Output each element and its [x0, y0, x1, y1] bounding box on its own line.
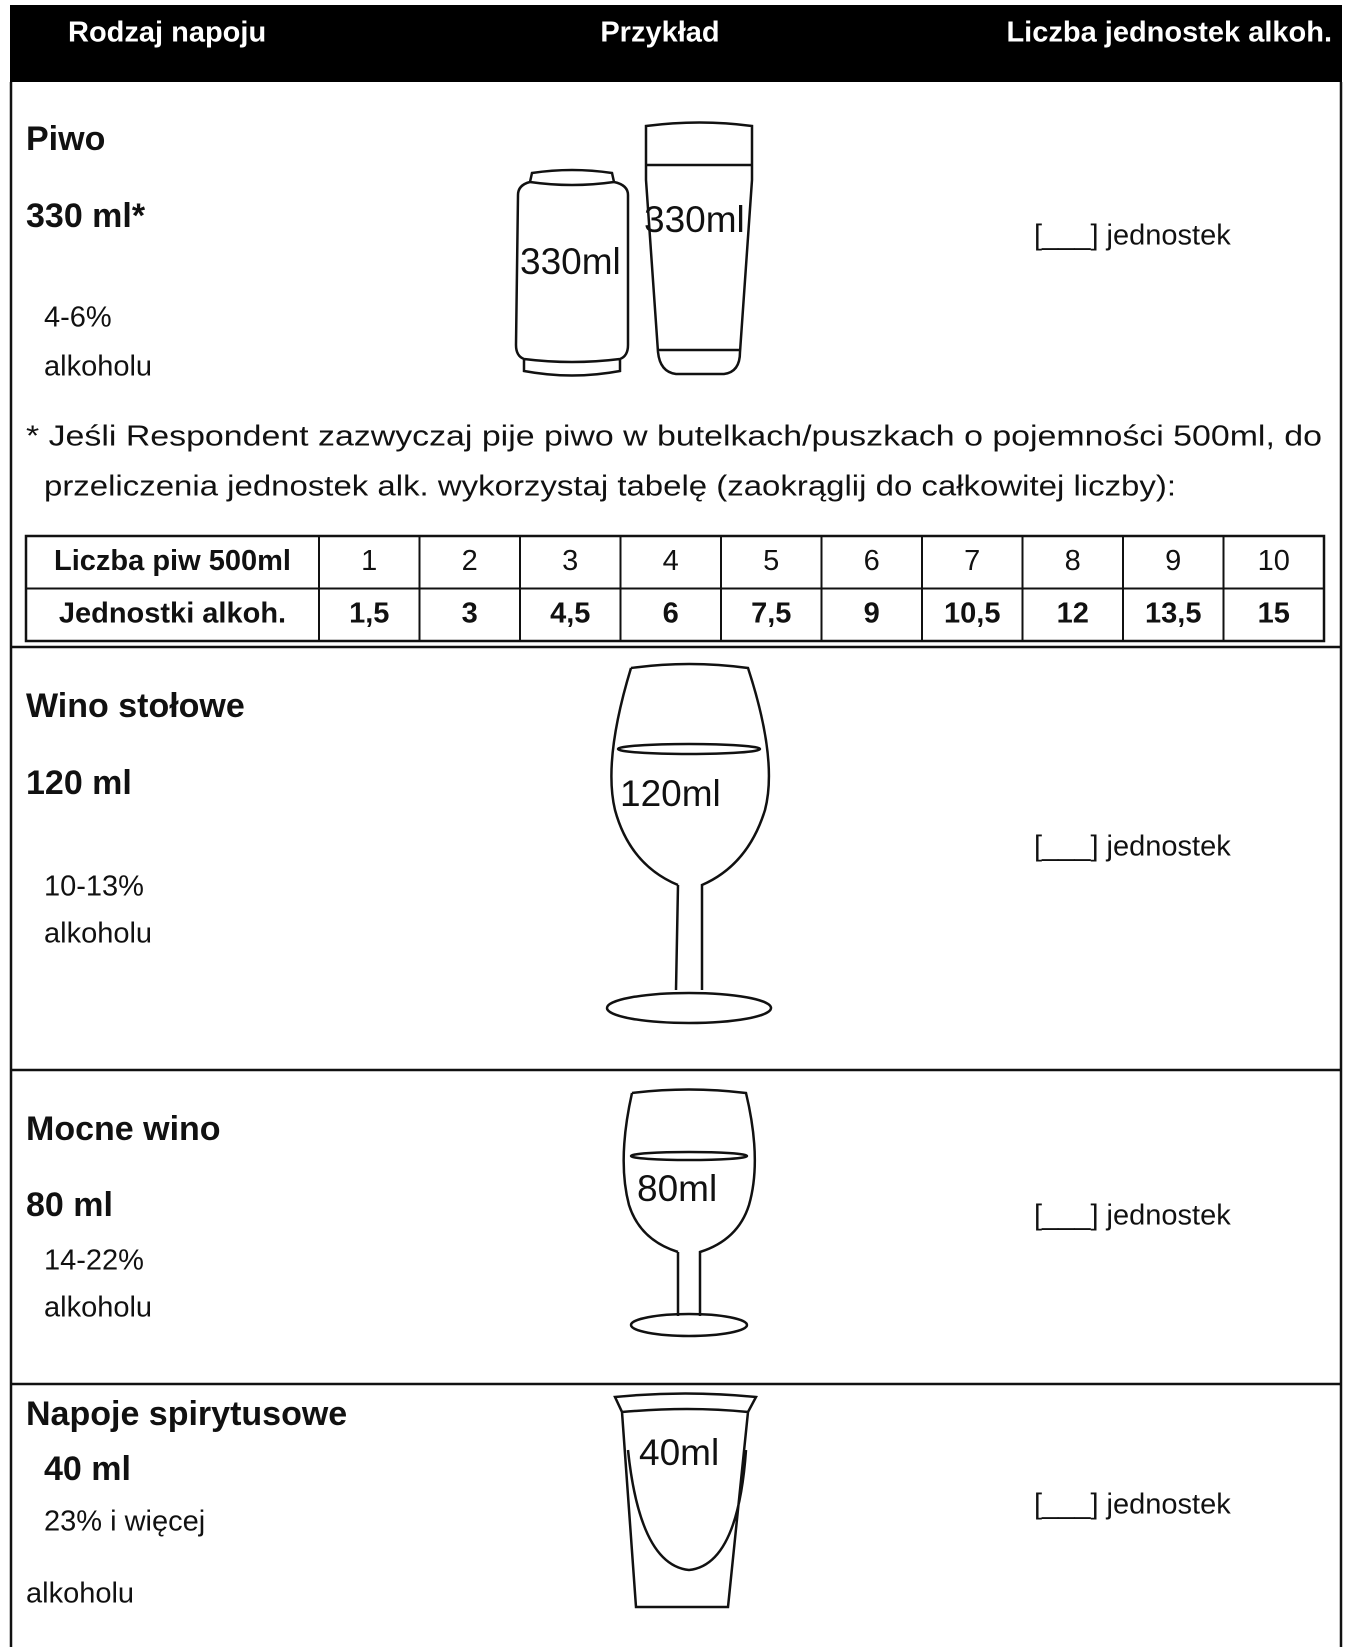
- section-title: Piwo: [26, 120, 105, 158]
- strength: 14-22%: [44, 1245, 144, 1277]
- strong-wine-glass-level: [629, 1150, 749, 1162]
- table-cell: 15: [1258, 597, 1290, 629]
- strength: 4-6%: [44, 302, 112, 334]
- table-cell: 6: [663, 597, 679, 629]
- illustration-label: 330ml: [520, 241, 621, 282]
- answer-field: [___] jednostek: [1034, 1200, 1231, 1232]
- section-title: Mocne wino: [26, 1110, 221, 1148]
- footnote: przeliczenia jednostek alk. wykorzystaj …: [44, 471, 1176, 503]
- wine-glass-drawing: [610, 662, 771, 991]
- table-row-header: Liczba piw 500ml: [54, 545, 291, 577]
- volume: 330 ml*: [26, 197, 146, 235]
- footnote: * Jeśli Respondent zazwyczaj pije piwo w…: [26, 421, 1322, 453]
- table-cell: 5: [763, 545, 779, 577]
- can-drawing: [514, 168, 630, 377]
- table-cell: 3: [562, 545, 578, 577]
- table-cell: 1: [361, 545, 377, 577]
- section-title: Napoje spirytusowe: [26, 1395, 347, 1433]
- answer-field: [___] jednostek: [1034, 220, 1231, 252]
- table-cell: 10: [1258, 545, 1290, 577]
- table-cell: 9: [1165, 545, 1181, 577]
- strength: alkoholu: [44, 1292, 152, 1324]
- illustration-label: 330ml: [644, 199, 745, 240]
- volume: 40 ml: [44, 1450, 131, 1488]
- table-cell: 12: [1057, 597, 1089, 629]
- strength: alkoholu: [44, 918, 152, 950]
- header-col3: Liczba jednostek alkoh.: [1006, 17, 1332, 49]
- strength: 10-13%: [44, 871, 144, 903]
- header-bar: [10, 5, 1342, 82]
- table-cell: 7,5: [751, 597, 791, 629]
- wine-glass-level: [616, 742, 762, 756]
- strong-wine-glass-foot: [629, 1312, 749, 1338]
- table-cell: 7: [964, 545, 980, 577]
- strong-wine-glass-drawing: [622, 1088, 757, 1316]
- table-cell: 9: [864, 597, 880, 629]
- table-cell: 8: [1065, 545, 1081, 577]
- table-cell: 13,5: [1145, 597, 1201, 629]
- section-title: Wino stołowe: [26, 687, 245, 725]
- pint-glass-drawing: [644, 121, 754, 376]
- illustration-label: 120ml: [620, 773, 721, 814]
- volume: 120 ml: [26, 764, 132, 802]
- table-cell: 10,5: [944, 597, 1000, 629]
- table-row-header: Jednostki alkoh.: [59, 597, 286, 629]
- table-cell: 4,5: [550, 597, 590, 629]
- wine-glass-foot: [605, 991, 773, 1025]
- table-cell: 6: [864, 545, 880, 577]
- table-cell: 2: [462, 545, 478, 577]
- illustration-label: 80ml: [637, 1168, 717, 1209]
- table-cell: 1,5: [349, 597, 389, 629]
- illustration-label: 40ml: [639, 1432, 719, 1473]
- strength: alkoholu: [26, 1578, 134, 1610]
- header-col1: Rodzaj napoju: [68, 17, 266, 49]
- volume: 80 ml: [26, 1186, 113, 1224]
- strength: 23% i więcej: [44, 1506, 205, 1538]
- table-cell: 4: [663, 545, 679, 577]
- header-col2: Przykład: [600, 17, 719, 49]
- strength: alkoholu: [44, 351, 152, 383]
- answer-field: [___] jednostek: [1034, 831, 1231, 863]
- shot-glass-drawing: [613, 1392, 758, 1609]
- table-cell: 3: [462, 597, 478, 629]
- answer-field: [___] jednostek: [1034, 1489, 1231, 1521]
